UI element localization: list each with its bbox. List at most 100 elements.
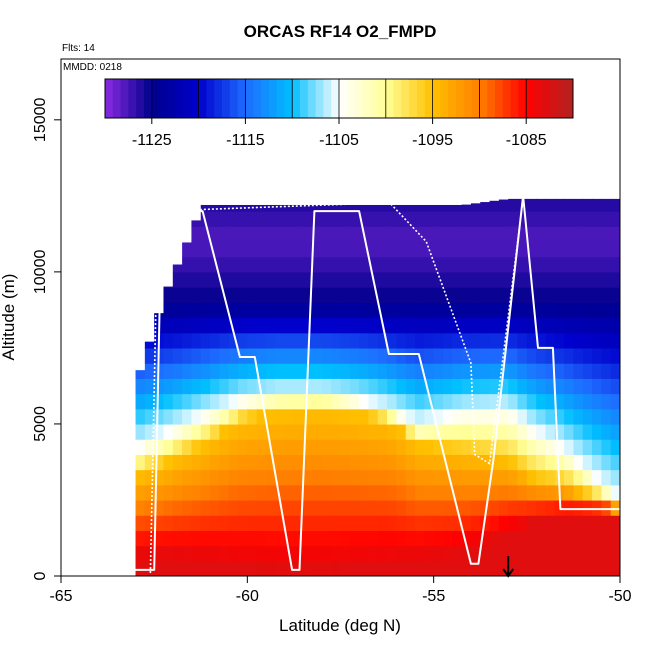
heatmap-cell	[508, 439, 519, 455]
heatmap-cell	[405, 423, 416, 440]
heatmap-cell	[368, 499, 379, 516]
heatmap-cell	[163, 515, 174, 531]
heatmap-cell	[377, 439, 388, 455]
colorbar-segment	[167, 79, 176, 118]
heatmap-cell	[470, 408, 481, 425]
heatmap-cell	[461, 302, 472, 319]
heatmap-cell	[536, 271, 547, 288]
heatmap-cell	[526, 211, 537, 227]
heatmap-cell	[424, 256, 435, 273]
x-tick-label: -60	[236, 588, 259, 605]
heatmap-cell	[368, 545, 379, 562]
heatmap-cell	[135, 408, 146, 425]
heatmap-cell	[377, 530, 388, 547]
heatmap-cell	[582, 423, 593, 440]
heatmap-cell	[228, 211, 239, 227]
colorbar-segment	[409, 79, 418, 118]
heatmap-cell	[442, 515, 453, 531]
heatmap-cell	[396, 484, 407, 501]
heatmap-cell	[610, 287, 620, 303]
heatmap-cell	[508, 545, 519, 562]
heatmap-cell	[293, 211, 304, 227]
heatmap-cell	[610, 515, 620, 531]
heatmap-cell	[517, 560, 528, 576]
heatmap-cell	[219, 363, 230, 379]
heatmap-cell	[405, 256, 416, 273]
heatmap-cell	[293, 347, 304, 364]
heatmap-cell	[424, 499, 435, 516]
colorbar-segment	[315, 79, 324, 118]
heatmap-cell	[200, 560, 211, 576]
heatmap-cell	[321, 408, 332, 425]
heatmap-cell	[517, 515, 528, 531]
heatmap-cell	[536, 317, 547, 334]
heatmap-cell	[415, 204, 425, 212]
heatmap-cell	[210, 241, 220, 258]
heatmap-cell	[480, 287, 491, 303]
heatmap-cell	[340, 439, 351, 455]
heatmap-cell	[610, 393, 620, 410]
heatmap-cell	[498, 469, 509, 486]
heatmap-cell	[582, 287, 593, 303]
heatmap-cell	[303, 287, 314, 303]
heatmap-cell	[592, 454, 602, 471]
colorbar-segment	[144, 79, 153, 118]
heatmap-cell	[573, 211, 584, 227]
heatmap-cell	[592, 545, 602, 562]
heatmap-cell	[172, 484, 183, 501]
x-tick-label: -50	[608, 588, 631, 605]
heatmap-cell	[238, 515, 248, 531]
heatmap-cell	[396, 332, 407, 349]
heatmap-cell	[377, 469, 388, 486]
heatmap-cell	[275, 363, 286, 379]
heatmap-cell	[368, 560, 379, 576]
heatmap-cell	[415, 408, 425, 425]
heatmap-cell	[331, 226, 342, 243]
heatmap-cell	[564, 530, 575, 547]
heatmap-cell	[498, 211, 509, 227]
heatmap-cell	[545, 515, 556, 531]
heatmap-cell	[498, 271, 509, 288]
heatmap-cell	[610, 560, 620, 576]
heatmap-cell	[433, 499, 444, 516]
heatmap-cell	[228, 347, 239, 364]
heatmap-cell	[303, 271, 314, 288]
heatmap-cell	[564, 439, 575, 455]
heatmap-cell	[275, 545, 286, 562]
heatmap-cell	[554, 302, 565, 319]
heatmap-cell	[508, 515, 519, 531]
heatmap-cell	[321, 545, 332, 562]
heatmap-cell	[508, 484, 519, 501]
colorbar-segment	[136, 79, 145, 118]
heatmap-cell	[489, 347, 500, 364]
heatmap-cell	[396, 469, 407, 486]
heatmap-cell	[489, 200, 500, 212]
heatmap-cell	[536, 545, 547, 562]
heatmap-cell	[610, 271, 620, 288]
heatmap-cell	[601, 423, 612, 440]
heatmap-cell	[349, 560, 360, 576]
heatmap-cell	[396, 439, 407, 455]
heatmap-cell	[442, 378, 453, 395]
heatmap-cell	[489, 211, 500, 227]
heatmap-cell	[265, 484, 276, 501]
heatmap-cell	[470, 241, 481, 258]
heatmap-cell	[564, 499, 575, 516]
heatmap-cell	[368, 363, 379, 379]
heatmap-cell	[303, 317, 314, 334]
heatmap-cell	[554, 287, 565, 303]
heatmap-cell	[312, 226, 323, 243]
heatmap-cell	[247, 560, 258, 576]
heatmap-cell	[303, 454, 314, 471]
heatmap-cell	[452, 211, 463, 227]
heatmap-cell	[172, 332, 183, 349]
heatmap-cell	[461, 287, 472, 303]
heatmap-cell	[200, 545, 211, 562]
heatmap-cell	[331, 256, 342, 273]
heatmap-cell	[163, 545, 174, 562]
heatmap-cell	[340, 241, 351, 258]
heatmap-cell	[592, 408, 602, 425]
heatmap-cell	[144, 393, 155, 410]
heatmap-cell	[424, 226, 435, 243]
heatmap-cell	[154, 454, 165, 471]
